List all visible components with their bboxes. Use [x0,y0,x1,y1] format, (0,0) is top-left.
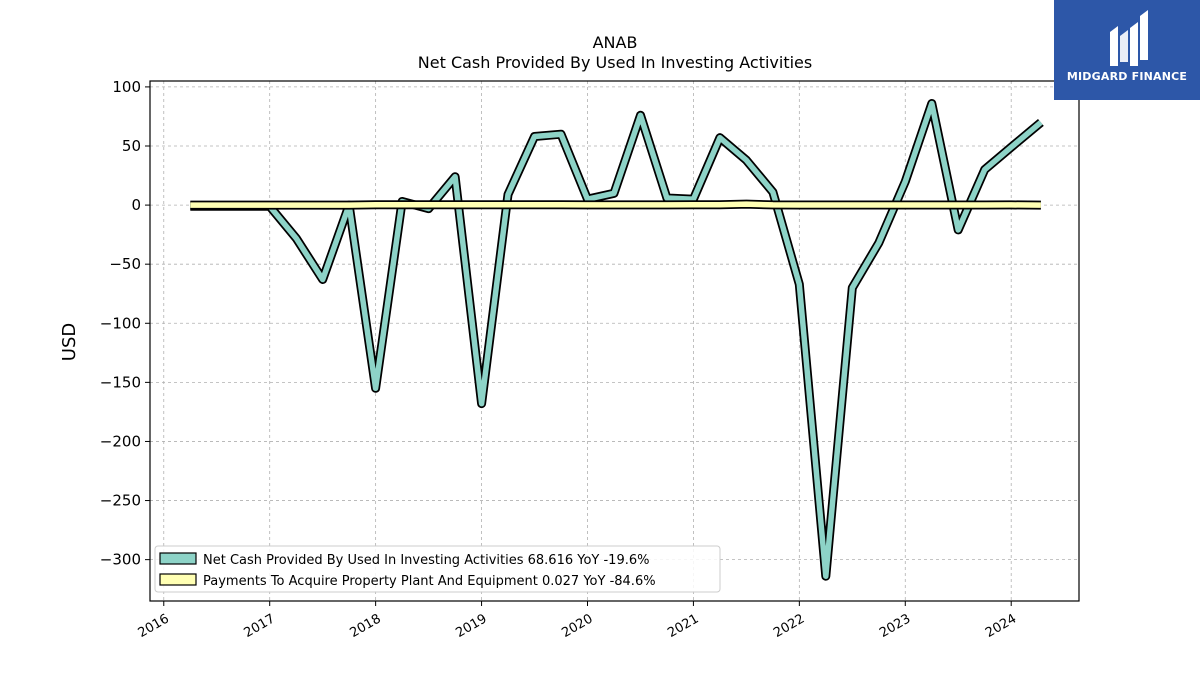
y-tick-label: −50 [109,255,141,273]
legend-label-capex: Payments To Acquire Property Plant And E… [203,574,656,589]
x-tick-label: 2018 [347,611,383,641]
y-axis-label: USD [59,323,80,361]
series-line-net-cash-outline [190,99,1044,581]
x-tick-label: 2017 [242,611,278,641]
x-tick-label: 2019 [453,611,489,641]
x-tick-label: 2021 [665,611,701,641]
chart-subtitle: Net Cash Provided By Used In Investing A… [418,53,812,72]
legend-frame [154,545,721,593]
series-group [190,99,1044,581]
x-tick-label: 2016 [136,611,172,641]
x-tick-label: 2022 [771,611,807,641]
y-tick-label: 50 [122,137,141,155]
y-tick-label: −250 [100,492,141,510]
legend: Net Cash Provided By Used In Investing A… [154,545,721,593]
legend-swatch-capex [159,573,197,586]
plot-frame [149,80,1080,602]
midgard-finance-logo: MIDGARD FINANCE [1054,0,1200,100]
y-tick-label: 100 [112,78,141,96]
logo-text: MIDGARD FINANCE [1066,70,1188,83]
x-tick-label: 2024 [983,611,1019,641]
y-axis: 100 50 0 −50 −100 −150 −200 −250 −300 [100,78,150,569]
y-tick-label: −100 [100,314,141,332]
y-tick-label: −300 [100,551,141,569]
y-tick-label: 0 [131,196,141,214]
y-tick-label: −150 [100,373,141,391]
series-line-capex [190,201,1041,208]
chart-title: ANAB [593,33,638,52]
legend-label-net-cash: Net Cash Provided By Used In Investing A… [203,553,649,568]
x-axis: 2016 2017 2018 2019 2020 2021 2022 2023 2024 [136,601,1019,641]
x-tick-label: 2023 [877,611,913,641]
series-line-net-cash [190,100,1043,579]
legend-swatch-net-cash [159,552,197,565]
x-tick-label: 2020 [559,611,595,641]
logo-mark-icon [1110,10,1148,66]
y-tick-label: −200 [100,432,141,450]
